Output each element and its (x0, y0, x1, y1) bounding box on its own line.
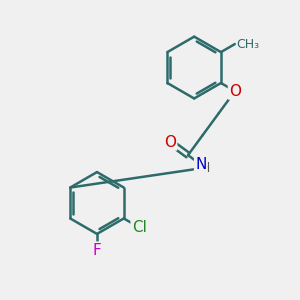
Text: O: O (164, 135, 176, 150)
Text: O: O (229, 84, 241, 99)
Text: N: N (195, 157, 206, 172)
Text: Cl: Cl (132, 220, 146, 235)
Text: CH₃: CH₃ (236, 38, 260, 50)
Text: H: H (200, 161, 210, 175)
Text: F: F (93, 243, 101, 258)
